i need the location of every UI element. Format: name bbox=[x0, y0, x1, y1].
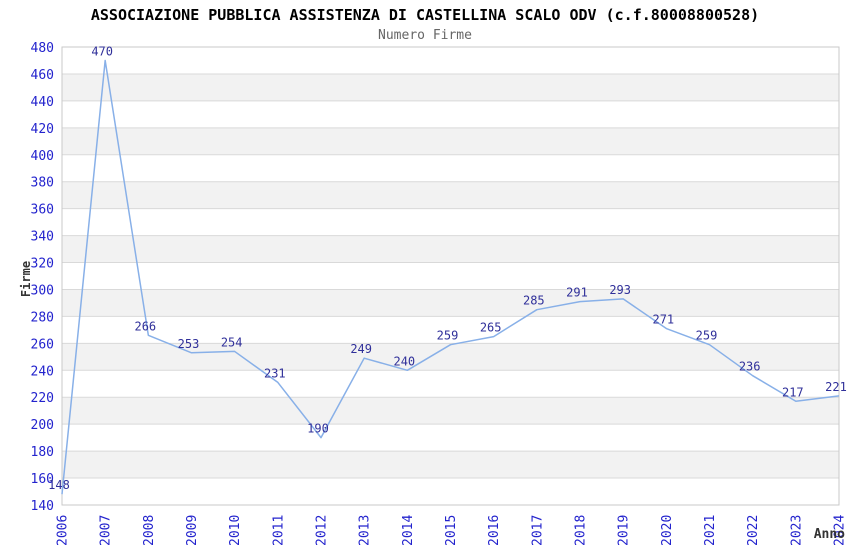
plot-band bbox=[62, 127, 839, 155]
value-label: 259 bbox=[696, 329, 718, 343]
plot-band bbox=[62, 289, 839, 317]
y-tick-label: 140 bbox=[31, 499, 54, 514]
y-tick-label: 260 bbox=[31, 337, 54, 352]
x-tick-label: 2012 bbox=[315, 515, 330, 546]
data-line bbox=[61, 59, 840, 495]
y-tick-label: 160 bbox=[31, 472, 54, 487]
y-tick-label: 180 bbox=[31, 445, 54, 460]
x-tick-label: 2007 bbox=[99, 515, 114, 546]
x-tick-label: 2023 bbox=[789, 515, 804, 546]
value-label: 190 bbox=[307, 422, 329, 436]
value-label: 254 bbox=[221, 335, 243, 349]
x-tick-label: 2006 bbox=[56, 515, 71, 546]
value-label: 240 bbox=[393, 354, 415, 368]
value-label: 266 bbox=[134, 319, 156, 333]
y-tick-label: 440 bbox=[31, 95, 54, 110]
y-tick-label: 400 bbox=[31, 149, 54, 164]
x-tick-label: 2008 bbox=[142, 515, 157, 546]
y-tick-label: 380 bbox=[31, 176, 54, 191]
x-tick-label: 2010 bbox=[228, 515, 243, 546]
x-axis-title: Anno bbox=[813, 527, 845, 542]
plot-band bbox=[62, 397, 839, 425]
plot-band bbox=[62, 100, 839, 128]
y-tick-label: 200 bbox=[31, 418, 54, 433]
chart-subtitle: Numero Firme bbox=[378, 28, 472, 43]
x-tick-label: 2014 bbox=[401, 515, 416, 546]
x-tick-label: 2022 bbox=[746, 515, 761, 546]
plot-band bbox=[62, 181, 839, 209]
x-tick-label: 2015 bbox=[444, 515, 459, 546]
value-label: 285 bbox=[523, 294, 545, 308]
value-label: 291 bbox=[566, 286, 588, 300]
plot-band bbox=[62, 73, 839, 101]
plot-band bbox=[62, 208, 839, 236]
plot-band bbox=[62, 47, 839, 74]
x-tick-label: 2009 bbox=[185, 515, 200, 546]
y-tick-label: 240 bbox=[31, 364, 54, 379]
value-label: 217 bbox=[782, 385, 804, 399]
y-axis-title: Firme bbox=[19, 260, 33, 298]
x-tick-label: 2013 bbox=[358, 515, 373, 546]
plot-band bbox=[62, 451, 839, 479]
plot-band bbox=[62, 478, 839, 505]
plot-band bbox=[62, 343, 839, 371]
x-tick-label: 2018 bbox=[574, 515, 589, 546]
value-label: 470 bbox=[91, 44, 113, 58]
x-tick-label: 2016 bbox=[487, 515, 502, 546]
value-label: 236 bbox=[739, 360, 761, 374]
y-tick-label: 420 bbox=[31, 122, 54, 137]
value-label: 253 bbox=[178, 337, 200, 351]
value-label: 265 bbox=[480, 321, 502, 335]
chart-title: ASSOCIAZIONE PUBBLICA ASSISTENZA DI CAST… bbox=[90, 6, 760, 24]
plot-band bbox=[62, 370, 839, 398]
value-label: 231 bbox=[264, 366, 286, 380]
plot-band bbox=[62, 424, 839, 452]
x-tick-label: 2017 bbox=[530, 515, 545, 546]
value-label: 249 bbox=[350, 342, 372, 356]
plot-band bbox=[62, 235, 839, 263]
value-label: 221 bbox=[825, 380, 847, 394]
plot-band bbox=[62, 262, 839, 290]
x-tick-label: 2021 bbox=[703, 515, 718, 546]
plot-band bbox=[62, 316, 839, 344]
value-label: 259 bbox=[437, 329, 459, 343]
y-tick-label: 280 bbox=[31, 310, 54, 325]
plot-band bbox=[62, 154, 839, 182]
y-tick-label: 220 bbox=[31, 391, 54, 406]
value-label: 293 bbox=[609, 283, 631, 297]
x-tick-label: 2011 bbox=[271, 515, 286, 546]
x-tick-label: 2019 bbox=[617, 515, 632, 546]
y-tick-label: 320 bbox=[31, 257, 54, 272]
value-label: 271 bbox=[652, 313, 674, 327]
y-tick-label: 360 bbox=[31, 203, 54, 218]
x-tick-label: 2024 bbox=[833, 515, 848, 546]
plot-border bbox=[61, 46, 840, 506]
y-tick-label: 300 bbox=[31, 283, 54, 298]
y-tick-label: 460 bbox=[31, 68, 54, 83]
y-tick-label: 480 bbox=[31, 41, 54, 56]
value-label: 148 bbox=[48, 478, 70, 492]
x-tick-label: 2020 bbox=[660, 515, 675, 546]
y-tick-label: 340 bbox=[31, 230, 54, 245]
